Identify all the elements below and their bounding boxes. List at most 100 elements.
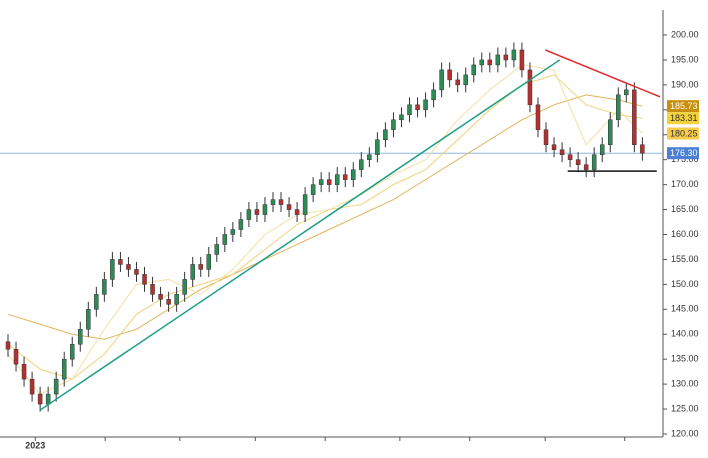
candle-body: [375, 139, 380, 155]
candle-body: [61, 358, 67, 380]
candle-body: [222, 234, 228, 245]
price-tag-label: 185.73: [670, 101, 698, 111]
candle-body: [302, 194, 308, 215]
candle-body: [78, 329, 83, 345]
candle-body: [479, 59, 485, 66]
candle-body: [616, 94, 621, 121]
candle-body: [45, 393, 51, 405]
candle-body: [110, 259, 115, 280]
candle-body: [567, 154, 573, 160]
candle-body: [86, 309, 91, 330]
candle-body: [278, 199, 284, 205]
price-tag-label: 180.25: [670, 128, 698, 138]
candle-body: [559, 149, 565, 155]
candle-body: [503, 54, 509, 61]
candle-body: [624, 89, 629, 96]
price-tag-label: 183.31: [670, 113, 698, 123]
candle-body: [190, 264, 195, 280]
y-tick-label: 145.00: [671, 304, 699, 314]
candle-body: [487, 59, 493, 66]
candle-body: [198, 264, 203, 270]
candle-body: [367, 154, 372, 160]
y-tick-label: 170.00: [671, 179, 699, 189]
candle-body: [407, 104, 412, 116]
candle-body: [238, 219, 244, 230]
candle-body: [551, 144, 557, 150]
candle-body: [471, 64, 476, 76]
candle-body: [640, 144, 645, 154]
candle-body: [495, 54, 501, 66]
candle-body: [206, 254, 211, 270]
candle-body: [270, 199, 276, 205]
candle-body: [69, 343, 75, 360]
candle-body: [608, 119, 613, 145]
candle-body: [391, 119, 396, 131]
y-tick-label: 195.00: [671, 54, 699, 64]
candle-body: [383, 129, 388, 140]
candle-body: [415, 104, 420, 111]
trendline: [39, 59, 561, 411]
candle-body: [535, 104, 541, 131]
x-tick-label: 2023: [25, 440, 45, 450]
candle-body: [439, 69, 444, 91]
candle-body: [37, 393, 43, 405]
candle-body: [182, 279, 187, 295]
candle-body: [214, 244, 220, 255]
candle-body: [158, 294, 163, 300]
candle-body: [134, 269, 139, 275]
candle-body: [599, 144, 605, 155]
y-tick-label: 120.00: [671, 428, 699, 438]
y-tick-label: 155.00: [671, 254, 699, 264]
moving-average: [7, 94, 643, 340]
y-tick-label: 125.00: [671, 403, 699, 413]
candle-body: [174, 294, 179, 305]
y-tick-label: 160.00: [671, 229, 699, 239]
candle-body: [150, 284, 155, 295]
y-tick-label: 165.00: [671, 204, 699, 214]
candle-body: [230, 229, 236, 235]
candle-body: [118, 259, 123, 265]
candle-body: [575, 159, 581, 165]
candle-body: [632, 89, 637, 145]
moving-average: [7, 64, 643, 395]
candle-body: [53, 378, 59, 395]
candle-body: [246, 209, 252, 220]
candle-body: [543, 129, 549, 145]
candle-body: [142, 274, 147, 285]
y-tick-label: 135.00: [671, 354, 699, 364]
candle-body: [359, 159, 364, 170]
candle-body: [254, 209, 260, 215]
price-tag-label: 176.30: [670, 148, 698, 158]
price-tag: [667, 112, 699, 125]
candle-body: [166, 299, 171, 305]
y-tick-label: 150.00: [671, 279, 699, 289]
candle-body: [94, 294, 99, 310]
candle-body: [343, 174, 348, 180]
candle-body: [591, 154, 597, 170]
candle-body: [519, 49, 525, 71]
candle-body: [126, 264, 131, 270]
price-tag: [667, 127, 699, 140]
candle-body: [21, 363, 27, 380]
candle-body: [13, 348, 19, 365]
candle-body: [294, 209, 300, 215]
candle-body: [334, 174, 340, 185]
candle-body: [29, 378, 35, 395]
price-tag: [667, 100, 699, 113]
candle-body: [5, 341, 11, 350]
price-tag: [667, 147, 699, 160]
candle-body: [351, 169, 356, 180]
y-tick-label: 190.00: [671, 79, 699, 89]
candle-body: [102, 279, 107, 295]
candle-body: [286, 204, 292, 210]
candle-body: [455, 79, 460, 86]
candle-body: [399, 114, 404, 121]
candle-body: [583, 164, 589, 170]
candle-body: [262, 204, 268, 215]
y-tick-label: 130.00: [671, 379, 699, 389]
trendline: [544, 49, 661, 98]
candle-body: [318, 179, 324, 185]
candle-body: [431, 89, 436, 101]
candle-body: [511, 49, 517, 61]
